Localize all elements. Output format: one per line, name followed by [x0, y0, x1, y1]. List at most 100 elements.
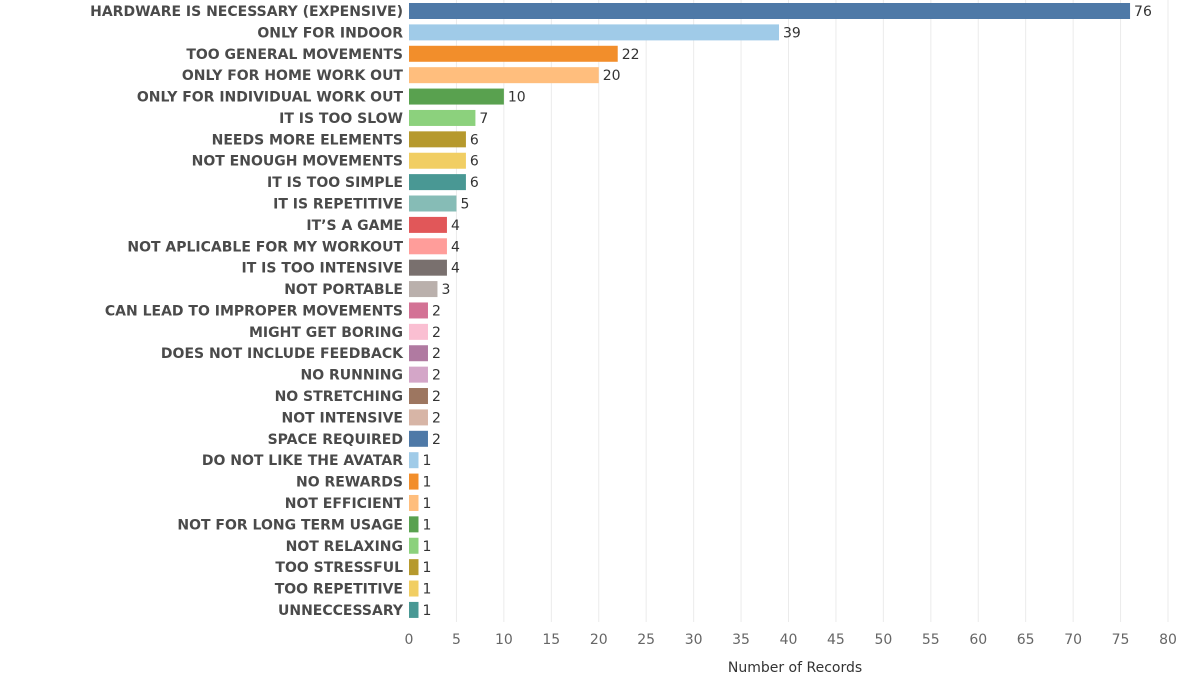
bar[interactable]	[409, 430, 428, 447]
value-label: 76	[1134, 4, 1152, 20]
value-label: 2	[432, 432, 441, 448]
value-label: 1	[422, 603, 431, 619]
gridlines	[455, 0, 1169, 622]
x-tick-label: 5	[452, 632, 461, 648]
category-label: NO STRETCHING	[275, 389, 403, 405]
value-label: 7	[479, 111, 488, 127]
category-label: IT’S A GAME	[306, 218, 403, 234]
bar[interactable]	[409, 516, 419, 533]
x-tick-label: 50	[874, 632, 892, 648]
bar[interactable]	[409, 409, 428, 426]
x-tick-label: 80	[1159, 632, 1177, 648]
x-tick-label: 10	[495, 632, 513, 648]
bar[interactable]	[409, 45, 618, 62]
x-tick-label: 35	[732, 632, 750, 648]
bar[interactable]	[409, 216, 447, 233]
category-label: IT IS TOO INTENSIVE	[242, 261, 403, 277]
category-label: UNNECCESSARY	[278, 603, 404, 619]
bar[interactable]	[409, 388, 428, 405]
bar[interactable]	[409, 152, 466, 169]
category-labels: HARDWARE IS NECESSARY (EXPENSIVE) ONLY FO…	[90, 4, 404, 619]
bar[interactable]	[409, 473, 419, 490]
bars	[409, 3, 1131, 618]
value-label: 4	[451, 239, 460, 255]
x-tick-label: 15	[542, 632, 560, 648]
category-label: NOT APLICABLE FOR MY WORKOUT	[127, 239, 403, 255]
bar[interactable]	[409, 281, 438, 298]
bar[interactable]	[409, 345, 428, 362]
category-label: ONLY FOR HOME WORK OUT	[182, 68, 404, 84]
category-label: DOES NOT INCLUDE FEEDBACK	[161, 346, 404, 362]
category-label: ONLY FOR INDOOR	[257, 25, 403, 41]
x-tick-label: 0	[405, 632, 414, 648]
x-tick-label: 70	[1064, 632, 1082, 648]
value-label: 5	[460, 197, 469, 213]
category-label: TOO REPETITIVE	[275, 582, 403, 598]
value-label: 3	[441, 282, 450, 298]
category-label: NO RUNNING	[301, 368, 404, 384]
bar[interactable]	[409, 601, 419, 618]
category-label: NEEDS MORE ELEMENTS	[212, 132, 403, 148]
value-label: 4	[451, 261, 460, 277]
bar[interactable]	[409, 580, 419, 597]
category-label: HARDWARE IS NECESSARY (EXPENSIVE)	[90, 4, 403, 20]
bar[interactable]	[409, 452, 419, 469]
value-label: 6	[470, 175, 479, 191]
category-label: IT IS REPETITIVE	[273, 197, 403, 213]
x-tick-label: 75	[1112, 632, 1130, 648]
value-label: 1	[422, 582, 431, 598]
category-label: NOT FOR LONG TERM USAGE	[177, 517, 403, 533]
value-label: 6	[470, 132, 479, 148]
value-label: 2	[432, 410, 441, 426]
value-label: 1	[422, 453, 431, 469]
bar[interactable]	[409, 559, 419, 576]
bar[interactable]	[409, 537, 419, 554]
bar[interactable]	[409, 3, 1131, 19]
x-tick-label: 55	[922, 632, 940, 648]
value-label: 1	[422, 496, 431, 512]
value-label: 20	[603, 68, 621, 84]
x-tick-label: 25	[637, 632, 655, 648]
value-label: 1	[422, 539, 431, 555]
value-label: 2	[432, 303, 441, 319]
bar[interactable]	[409, 366, 428, 383]
bar[interactable]	[409, 195, 457, 212]
x-tick-label: 30	[685, 632, 703, 648]
bar[interactable]	[409, 109, 476, 126]
value-label: 39	[783, 25, 801, 41]
category-label: ONLY FOR INDIVIDUAL WORK OUT	[137, 90, 404, 106]
x-tick-label: 60	[969, 632, 987, 648]
bar[interactable]	[409, 88, 504, 105]
category-label: NO REWARDS	[296, 475, 403, 491]
category-label: CAN LEAD TO IMPROPER MOVEMENTS	[105, 303, 403, 319]
bar[interactable]	[409, 24, 780, 41]
x-tick-label: 40	[780, 632, 798, 648]
category-label: TOO GENERAL MOVEMENTS	[186, 47, 403, 63]
bar[interactable]	[409, 494, 419, 511]
category-label: NOT INTENSIVE	[282, 410, 404, 426]
bar[interactable]	[409, 323, 428, 340]
bar[interactable]	[409, 131, 466, 148]
x-axis-ticks: 0 5 10 15 20 25 30 35 40 45 50 55 60 65 70 75 80	[405, 632, 1177, 648]
category-label: TOO STRESSFUL	[275, 560, 403, 576]
category-label: NOT PORTABLE	[284, 282, 403, 298]
category-label: NOT ENOUGH MOVEMENTS	[192, 154, 403, 170]
x-axis-title: Number of Records	[728, 660, 862, 676]
category-label: IT IS TOO SLOW	[279, 111, 403, 127]
bar[interactable]	[409, 238, 447, 255]
value-label: 6	[470, 154, 479, 170]
bar[interactable]	[409, 174, 466, 191]
value-label: 4	[451, 218, 460, 234]
value-label: 2	[432, 346, 441, 362]
value-label: 10	[508, 90, 526, 106]
bar[interactable]	[409, 302, 428, 319]
category-label: NOT RELAXING	[286, 539, 403, 555]
bar[interactable]	[409, 67, 599, 84]
x-tick-label: 20	[590, 632, 608, 648]
category-label: DO NOT LIKE THE AVATAR	[202, 453, 403, 469]
value-label: 2	[432, 368, 441, 384]
category-label: NOT EFFICIENT	[285, 496, 404, 512]
bar[interactable]	[409, 259, 447, 276]
